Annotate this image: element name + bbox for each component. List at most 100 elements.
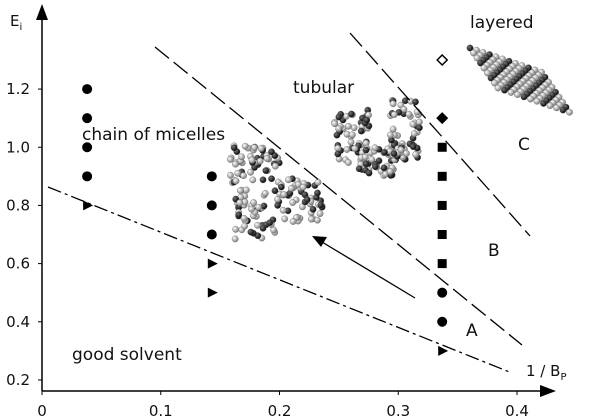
atom — [240, 214, 248, 222]
atom — [389, 125, 397, 133]
atom — [371, 163, 379, 171]
atom — [262, 167, 270, 174]
atom — [345, 159, 352, 166]
atom — [278, 183, 285, 191]
atom — [466, 44, 474, 52]
atom — [240, 172, 247, 180]
point — [438, 345, 449, 356]
atom — [566, 108, 573, 116]
boundary-line — [47, 186, 513, 374]
atom — [375, 157, 383, 165]
point — [437, 316, 448, 327]
point — [436, 53, 449, 67]
y-tick-label: 0.4 — [6, 313, 30, 331]
atom — [238, 153, 245, 161]
point — [437, 171, 447, 181]
atom — [487, 74, 495, 82]
annotation: B — [488, 241, 500, 261]
atom — [403, 150, 410, 157]
atom — [347, 138, 355, 146]
atom — [314, 178, 322, 186]
atom — [285, 176, 292, 184]
atom — [477, 59, 484, 67]
x-axis-arrow — [540, 385, 556, 397]
point — [82, 171, 93, 182]
atom — [235, 211, 243, 219]
atom — [362, 146, 370, 154]
point — [437, 259, 447, 269]
atom — [491, 79, 498, 87]
arrow-head — [312, 236, 327, 247]
point — [437, 200, 447, 210]
atom — [279, 206, 287, 214]
atom — [316, 210, 324, 217]
atom — [405, 110, 413, 118]
atom — [335, 125, 343, 132]
atom — [390, 111, 398, 118]
x-label: 1 / BP — [526, 362, 566, 383]
atom — [480, 64, 488, 72]
atom — [362, 160, 370, 168]
atom — [248, 156, 256, 164]
y-tick-label: 0.6 — [6, 255, 30, 273]
atom — [348, 131, 356, 139]
point — [436, 112, 449, 125]
atom — [400, 105, 408, 113]
atom — [355, 165, 363, 173]
atom — [368, 156, 376, 163]
x-tick-label: 0.2 — [268, 402, 292, 419]
atom — [381, 148, 388, 156]
atom — [255, 203, 262, 211]
atom — [241, 222, 248, 230]
atom — [409, 143, 417, 150]
atom — [263, 155, 271, 162]
atom — [266, 219, 274, 227]
atom — [232, 160, 239, 168]
atom — [236, 199, 244, 207]
arrow — [321, 241, 416, 299]
atom — [333, 131, 341, 139]
atom — [559, 106, 567, 114]
atom — [412, 151, 420, 158]
atom — [247, 168, 254, 176]
atom — [546, 102, 554, 109]
atom — [268, 175, 275, 183]
atom — [251, 144, 258, 151]
y-tick-label: 1.0 — [6, 138, 30, 156]
atom — [501, 86, 508, 94]
atom — [308, 215, 315, 223]
atom — [527, 95, 534, 103]
annotation: chain of micelles — [82, 125, 225, 145]
atom — [309, 206, 317, 213]
atom — [416, 124, 423, 132]
atom — [409, 120, 417, 128]
atom — [259, 224, 267, 232]
atom — [470, 49, 477, 57]
point — [82, 84, 93, 95]
atom — [317, 201, 325, 209]
atom — [231, 235, 239, 243]
molecule-images — [227, 44, 573, 243]
atom — [299, 183, 307, 191]
atom — [234, 169, 242, 177]
atom — [271, 162, 279, 170]
atom — [236, 187, 244, 194]
atom — [331, 120, 338, 127]
atom — [314, 189, 321, 197]
y-tick-label: 1.2 — [6, 80, 30, 98]
atom — [257, 145, 265, 152]
annotation: C — [518, 135, 530, 155]
point — [437, 287, 448, 298]
annotation: layered — [470, 13, 534, 33]
atom — [357, 127, 365, 135]
atom — [335, 113, 343, 121]
atom — [484, 69, 491, 77]
atom — [363, 116, 371, 124]
atom — [281, 215, 289, 223]
atom — [410, 130, 418, 137]
point — [437, 142, 447, 152]
y-tick-label: 0.2 — [6, 371, 30, 389]
atom — [365, 169, 373, 177]
atom — [386, 131, 394, 139]
point — [207, 258, 218, 269]
